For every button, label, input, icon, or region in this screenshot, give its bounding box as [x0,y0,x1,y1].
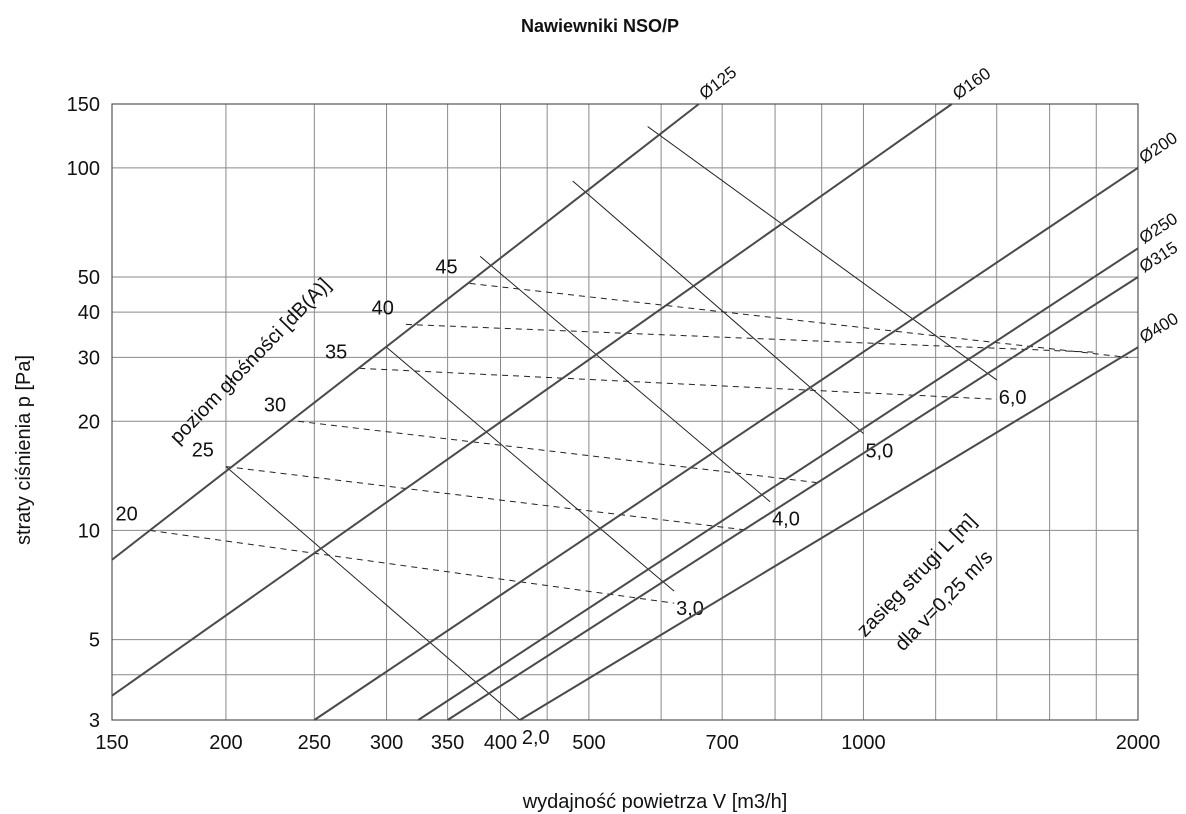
series-line-315 [447,276,1139,721]
series-label-250: Ø250 [1136,209,1181,248]
plot-frame [111,103,1139,721]
x-tick-200: 200 [209,732,242,754]
x-tick-500: 500 [572,732,605,754]
y-tick-20: 20 [78,411,100,433]
noise-line-25 [225,466,750,531]
y-tick-3: 3 [89,710,100,732]
range-label-2-0: 2,0 [522,727,550,749]
series-label-125: Ø125 [696,63,741,104]
series-line-200 [313,167,1139,721]
noise-label-20: 20 [116,503,138,525]
noise-label-45: 45 [435,256,457,278]
y-tick-10: 10 [78,520,100,542]
series-label-200: Ø200 [1136,128,1181,167]
noise-label-30: 30 [264,394,286,416]
series-line-250 [417,247,1139,721]
range-line-2-0 [225,466,521,721]
range-line-3-0 [386,346,675,592]
range-label-6-0: 6,0 [999,387,1027,409]
noise-line-45 [469,282,1129,358]
series-line-160 [111,103,953,697]
noise-label-40: 40 [372,297,394,319]
noise-line-20 [149,529,675,604]
y-tick-100: 100 [67,158,100,180]
x-tick-250: 250 [298,732,331,754]
range-line-4-0 [479,255,771,503]
noise-label-35: 35 [325,341,347,363]
series-label-400: Ø400 [1136,309,1181,347]
y-tick-30: 30 [78,347,100,369]
range-label-3-0: 3,0 [676,598,704,620]
chart-title: Nawiewniki NSO/P [521,16,679,36]
y-tick-150: 150 [67,94,100,116]
range-label-5-0: 5,0 [865,441,893,463]
series-line-125 [111,103,700,561]
x-tick-300: 300 [370,732,403,754]
noise-label-25: 25 [192,440,214,462]
x-axis-ticks: 150 200 250 300 350 400 500 700 1000 2000 [95,732,1160,754]
noise-level-lines: 20 25 30 35 40 45 [116,256,1129,604]
series-label-160: Ø160 [949,64,994,104]
x-tick-2000: 2000 [1116,732,1161,754]
noise-line-40 [405,323,1097,353]
range-label-4-0: 4,0 [772,509,800,531]
y-tick-40: 40 [78,302,100,324]
x-tick-700: 700 [705,732,738,754]
y-tick-50: 50 [78,267,100,289]
y-axis-ticks: 3 5 10 20 30 40 50 100 150 [67,94,100,732]
noise-line-35 [359,367,997,400]
x-axis-label: wydajność powietrza V [m3/h] [522,791,788,813]
x-tick-350: 350 [431,732,464,754]
range-line-6-0 [647,126,998,381]
y-axis-label: straty ciśnienia p [Pa] [13,355,35,545]
series-line-400 [519,346,1139,721]
noise-line-30 [298,420,822,484]
y-tick-5: 5 [89,630,100,652]
x-tick-150: 150 [95,732,128,754]
range-line-5-0 [572,180,864,434]
x-tick-400: 400 [484,732,517,754]
throw-range-lines: 2,0 3,0 4,0 5,0 6,0 [225,126,1027,749]
x-tick-1000: 1000 [841,732,886,754]
